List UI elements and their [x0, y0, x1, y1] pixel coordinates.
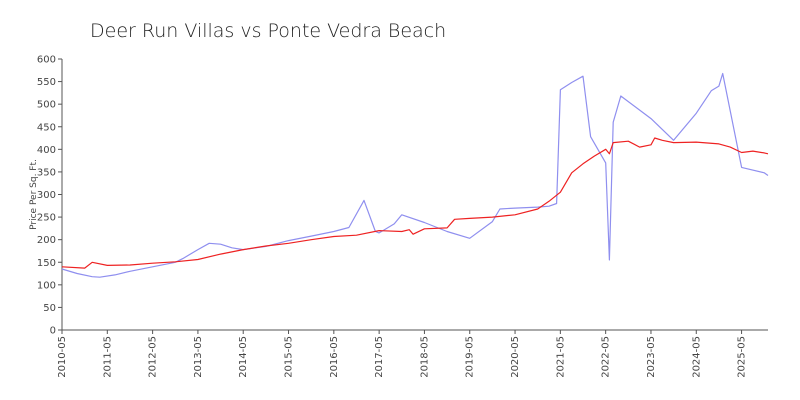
y-tick-label: 250	[37, 213, 56, 224]
x-tick-label: 2010-05	[57, 336, 68, 378]
x-tick-label: 2024-05	[691, 336, 702, 378]
x-tick-label: 2025-05	[737, 336, 748, 378]
y-tick-label: 500	[37, 100, 56, 111]
x-tick-label: 2023-05	[646, 336, 657, 378]
x-tick-label: 2016-05	[329, 336, 340, 378]
y-tick-label: 450	[37, 122, 56, 133]
y-tick-label: 350	[37, 167, 56, 178]
x-tick-label: 2011-05	[102, 336, 113, 378]
y-tick-label: 400	[37, 145, 56, 156]
x-tick-label: 2018-05	[419, 336, 430, 378]
chart-title: Deer Run Villas vs Ponte Vedra Beach	[90, 20, 447, 42]
x-tick-label: 2019-05	[465, 336, 476, 378]
x-tick-label: 2020-05	[510, 336, 521, 378]
y-tick-label: 550	[37, 77, 56, 88]
y-tick-label: 150	[37, 258, 56, 269]
x-tick-label: 2021-05	[555, 336, 566, 378]
y-tick-label: 300	[37, 190, 56, 201]
x-tick-label: 2013-05	[193, 336, 204, 378]
x-tick-label: 2022-05	[601, 336, 612, 378]
series-line-1	[61, 72, 769, 278]
axes: 0 50 100 150 200 250 300 350 400 450 500 550 600 2010…	[29, 55, 768, 378]
series-group	[61, 72, 769, 278]
y-tick-label: 0	[50, 326, 56, 337]
y-tick-label: 600	[37, 55, 56, 66]
y-tick-label: 100	[37, 280, 56, 291]
x-tick-label: 2014-05	[238, 336, 249, 378]
x-tick-label: 2017-05	[374, 336, 385, 378]
series-line-2	[61, 137, 769, 269]
x-tick-label: 2015-05	[284, 336, 295, 378]
x-tick-label: 2012-05	[148, 336, 159, 378]
y-tick-label: 50	[43, 303, 56, 314]
y-tick-label: 200	[37, 235, 56, 246]
y-axis-label: Price Per Sq. Ft.	[29, 159, 39, 230]
